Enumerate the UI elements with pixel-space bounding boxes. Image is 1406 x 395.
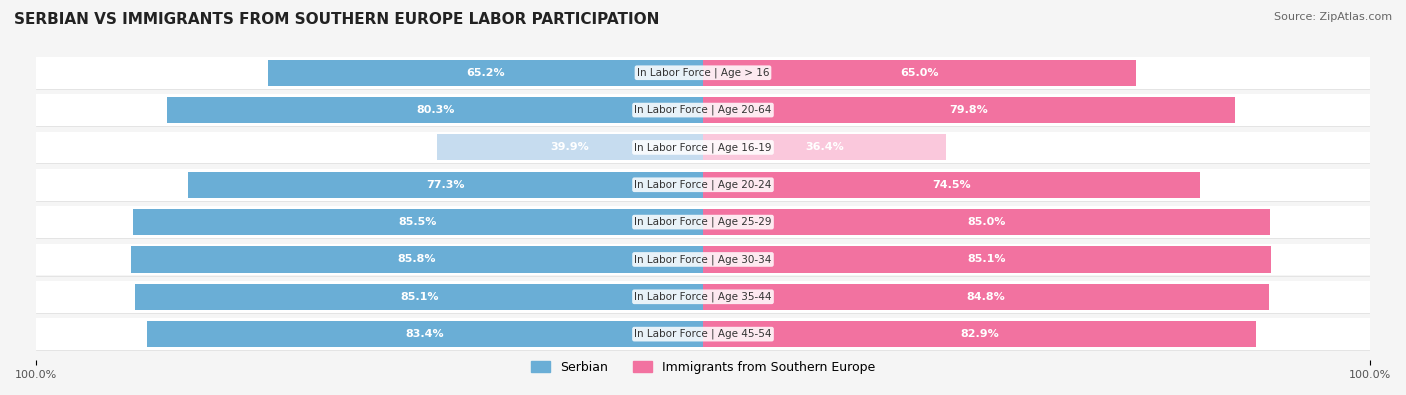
Bar — [131, 246, 703, 273]
Text: In Labor Force | Age 20-64: In Labor Force | Age 20-64 — [634, 105, 772, 115]
Bar — [187, 172, 703, 198]
Text: In Labor Force | Age 16-19: In Labor Force | Age 16-19 — [634, 142, 772, 153]
Bar — [703, 60, 1136, 86]
Bar — [37, 281, 1369, 313]
Bar — [703, 134, 946, 160]
Bar — [437, 134, 703, 160]
Text: 84.8%: 84.8% — [966, 292, 1005, 302]
Bar — [37, 244, 1369, 275]
Text: 39.9%: 39.9% — [551, 143, 589, 152]
Bar — [37, 94, 1369, 126]
Bar — [37, 132, 1369, 163]
Text: In Labor Force | Age > 16: In Labor Force | Age > 16 — [637, 68, 769, 78]
Bar — [132, 209, 703, 235]
Text: SERBIAN VS IMMIGRANTS FROM SOUTHERN EUROPE LABOR PARTICIPATION: SERBIAN VS IMMIGRANTS FROM SOUTHERN EURO… — [14, 12, 659, 27]
Text: 82.9%: 82.9% — [960, 329, 998, 339]
Text: 85.1%: 85.1% — [399, 292, 439, 302]
Bar — [37, 57, 1369, 88]
Bar — [703, 284, 1268, 310]
Bar — [37, 169, 1369, 201]
Text: 74.5%: 74.5% — [932, 180, 970, 190]
Bar — [269, 60, 703, 86]
Text: 85.5%: 85.5% — [399, 217, 437, 227]
Bar — [135, 284, 703, 310]
Legend: Serbian, Immigrants from Southern Europe: Serbian, Immigrants from Southern Europe — [526, 356, 880, 379]
Bar — [703, 209, 1270, 235]
Bar — [703, 97, 1234, 123]
Bar — [703, 246, 1271, 273]
Bar — [146, 321, 703, 347]
Bar — [167, 97, 703, 123]
Text: 85.0%: 85.0% — [967, 217, 1005, 227]
Text: 85.1%: 85.1% — [967, 254, 1007, 265]
Bar — [37, 318, 1369, 350]
Bar — [703, 172, 1199, 198]
Text: 65.0%: 65.0% — [900, 68, 939, 78]
Bar — [37, 206, 1369, 238]
Text: 77.3%: 77.3% — [426, 180, 464, 190]
Text: In Labor Force | Age 30-34: In Labor Force | Age 30-34 — [634, 254, 772, 265]
Text: In Labor Force | Age 45-54: In Labor Force | Age 45-54 — [634, 329, 772, 339]
Text: 79.8%: 79.8% — [949, 105, 988, 115]
Text: 65.2%: 65.2% — [467, 68, 505, 78]
Text: 85.8%: 85.8% — [398, 254, 436, 265]
Bar — [703, 321, 1256, 347]
Text: 80.3%: 80.3% — [416, 105, 454, 115]
Text: 83.4%: 83.4% — [405, 329, 444, 339]
Text: In Labor Force | Age 20-24: In Labor Force | Age 20-24 — [634, 179, 772, 190]
Text: In Labor Force | Age 25-29: In Labor Force | Age 25-29 — [634, 217, 772, 228]
Text: In Labor Force | Age 35-44: In Labor Force | Age 35-44 — [634, 292, 772, 302]
Text: Source: ZipAtlas.com: Source: ZipAtlas.com — [1274, 12, 1392, 22]
Text: 36.4%: 36.4% — [806, 143, 844, 152]
